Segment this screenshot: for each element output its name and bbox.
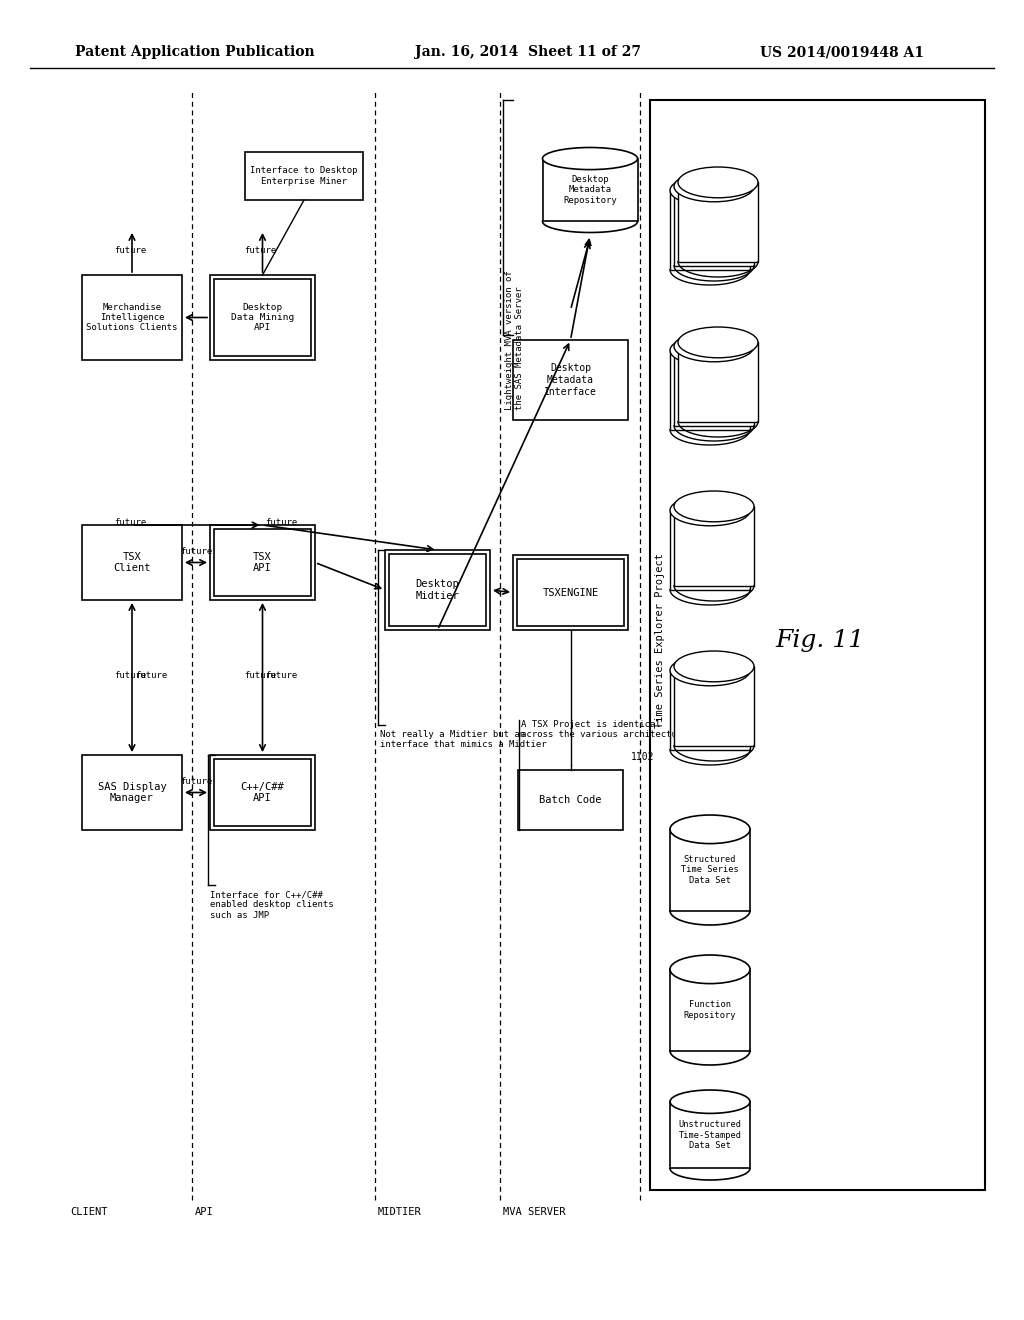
- Bar: [385, 550, 490, 630]
- Text: Desktop
Metadata
Interface: Desktop Metadata Interface: [544, 363, 597, 396]
- Text: Fig. 11: Fig. 11: [775, 628, 864, 652]
- Ellipse shape: [674, 651, 754, 682]
- Ellipse shape: [670, 1090, 750, 1113]
- Text: Transformed
Time Series
Data Set: Transformed Time Series Data Set: [685, 531, 742, 561]
- Bar: [670, 671, 750, 750]
- Text: Not really a Midtier but an
interface that mimics a Midtier: Not really a Midtier but an interface th…: [380, 730, 547, 750]
- Text: A TSX Project is identical
across the various architectures: A TSX Project is identical across the va…: [521, 719, 693, 739]
- Text: Unstructured
Time-Stamped
Data Set: Unstructured Time-Stamped Data Set: [679, 1121, 741, 1150]
- Text: MVA SERVER: MVA SERVER: [503, 1206, 565, 1217]
- Text: SAS Display
Manager: SAS Display Manager: [97, 781, 166, 804]
- Ellipse shape: [670, 335, 750, 366]
- Bar: [674, 346, 754, 425]
- Bar: [674, 186, 754, 265]
- Bar: [543, 158, 638, 222]
- Bar: [214, 759, 311, 826]
- Ellipse shape: [678, 168, 758, 198]
- Ellipse shape: [670, 954, 750, 983]
- Text: Merchandise
Intelligence
Solutions Clients: Merchandise Intelligence Solutions Clien…: [86, 302, 178, 333]
- Bar: [650, 100, 985, 1191]
- Text: TSXENGINE: TSXENGINE: [543, 587, 599, 598]
- Ellipse shape: [670, 176, 750, 206]
- Text: future: future: [114, 246, 146, 255]
- Text: 1102: 1102: [631, 752, 654, 762]
- Bar: [674, 667, 754, 746]
- Bar: [678, 182, 758, 261]
- Bar: [670, 350, 750, 429]
- Bar: [678, 342, 758, 421]
- Bar: [517, 558, 624, 626]
- Text: future: future: [180, 548, 212, 557]
- Text: Structured
Time Series
Data Set: Structured Time Series Data Set: [681, 855, 739, 884]
- Text: future: future: [114, 517, 146, 527]
- Text: Time Series Explorer Project: Time Series Explorer Project: [655, 553, 665, 727]
- Bar: [214, 279, 311, 356]
- Text: future: future: [265, 671, 298, 680]
- Bar: [670, 511, 750, 590]
- Bar: [210, 275, 315, 360]
- Bar: [389, 554, 486, 626]
- Text: CLIENT: CLIENT: [70, 1206, 108, 1217]
- Bar: [82, 275, 182, 360]
- Bar: [210, 525, 315, 601]
- Ellipse shape: [670, 814, 750, 843]
- Text: TSX
API: TSX API: [253, 552, 272, 573]
- Text: Interface to Desktop
Enterprise Miner: Interface to Desktop Enterprise Miner: [250, 166, 357, 186]
- Text: future: future: [245, 246, 276, 255]
- Text: Lightweight MVA version of
the SAS Metadata Server: Lightweight MVA version of the SAS Metad…: [505, 271, 524, 409]
- Text: US 2014/0019448 A1: US 2014/0019448 A1: [760, 45, 924, 59]
- Bar: [210, 755, 315, 830]
- Text: Patent Application Publication: Patent Application Publication: [75, 45, 314, 59]
- Text: Jan. 16, 2014  Sheet 11 of 27: Jan. 16, 2014 Sheet 11 of 27: [415, 45, 641, 59]
- Bar: [670, 1102, 750, 1168]
- Bar: [670, 969, 750, 1051]
- Bar: [245, 152, 362, 201]
- Bar: [214, 529, 311, 597]
- Bar: [670, 190, 750, 269]
- Bar: [674, 507, 754, 586]
- Bar: [518, 770, 623, 830]
- Text: Query
Time Series
Data Set: Query Time Series Data Set: [685, 692, 742, 721]
- Ellipse shape: [670, 655, 750, 686]
- Text: future: future: [180, 777, 212, 787]
- Text: future: future: [245, 671, 276, 680]
- Text: Function
Repository: Function Repository: [684, 1001, 736, 1019]
- Bar: [82, 525, 182, 601]
- Ellipse shape: [678, 327, 758, 358]
- Text: Desktop
Midtier: Desktop Midtier: [416, 579, 460, 601]
- Text: API: API: [195, 1206, 214, 1217]
- Text: Time Series
Results
ODS: Time Series Results ODS: [687, 209, 744, 239]
- Ellipse shape: [674, 491, 754, 521]
- Bar: [82, 755, 182, 830]
- Bar: [513, 341, 628, 420]
- Text: C++/C##
API: C++/C## API: [241, 781, 285, 804]
- Bar: [670, 829, 750, 911]
- Ellipse shape: [674, 331, 754, 362]
- Text: MIDTIER: MIDTIER: [378, 1206, 422, 1217]
- Text: TSX
Client: TSX Client: [114, 552, 151, 573]
- Text: future: future: [114, 671, 146, 680]
- Bar: [513, 554, 628, 630]
- Text: Interface for C++/C##
enabled desktop clients
such as JMP: Interface for C++/C## enabled desktop cl…: [210, 890, 334, 920]
- Text: Desktop
Metadata
Repository: Desktop Metadata Repository: [563, 176, 616, 205]
- Text: Time Series
Results
Data Sets: Time Series Results Data Sets: [687, 370, 744, 399]
- Text: future: future: [135, 671, 167, 680]
- Ellipse shape: [543, 148, 638, 169]
- Ellipse shape: [674, 172, 754, 202]
- Text: future: future: [265, 517, 298, 527]
- Text: Desktop
Data Mining
API: Desktop Data Mining API: [230, 302, 294, 333]
- Ellipse shape: [670, 495, 750, 525]
- Text: Batch Code: Batch Code: [540, 795, 602, 805]
